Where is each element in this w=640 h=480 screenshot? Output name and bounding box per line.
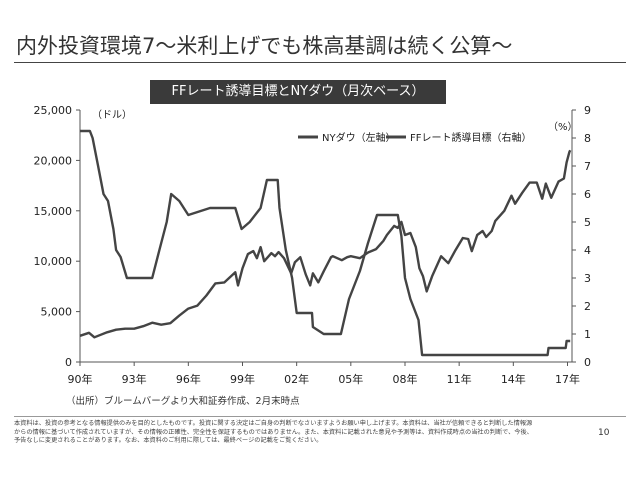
x-tick-label: 05年 [338,372,363,386]
x-tick-label: 17年 [555,372,580,386]
axis-x: 90年 93年 96年 99年 02年 05年 08年 11年 14年 17年 [68,362,580,386]
y-left-tick-label: 15,000 [34,205,73,218]
series-layer [79,129,572,357]
x-tick-label: 96年 [176,372,201,386]
chart-title: FFレート誘導目標とNYダウ（月次ベース） [150,80,446,104]
y-left-tick-label: 10,000 [34,255,73,268]
page-number: 10 [598,428,610,438]
series-line-nydow [79,149,572,339]
x-tick-label: 93年 [122,372,147,386]
source-note: （出所）ブルームバーグより大和証券作成、2月末時点 [66,396,300,407]
x-tick-label: 02年 [284,372,309,386]
y-right-tick-label: 3 [584,272,591,285]
axis-right: 0 1 2 3 4 5 6 7 8 9 [572,104,591,369]
x-tick-label: 08年 [392,372,417,386]
y-left-unit-label: （ドル） [92,109,132,121]
y-left-tick-label: 0 [65,356,72,369]
x-tick-label: 99年 [230,372,255,386]
y-right-tick-label: 8 [584,132,591,145]
y-left-tick-label: 5,000 [41,306,73,319]
x-tick-label: 11年 [447,372,472,386]
chart-svg: 0 5,000 10,000 15,000 20,000 25,000 0 1 2 3 4 5 6 7 8… [34,104,592,386]
title-divider [14,62,626,63]
y-right-tick-label: 6 [584,188,591,201]
y-right-tick-label: 9 [584,104,591,117]
y-right-tick-label: 1 [584,328,591,341]
y-left-tick-label: 25,000 [34,104,73,117]
legend: NYダウ（左軸） FFレート誘導目標（右軸） [298,131,532,144]
slide-title: 内外投資環境7～米利上げでも株高基調は続く公算～ [16,34,513,58]
legend-label: NYダウ（左軸） [322,131,396,144]
y-right-tick-label: 0 [584,356,591,369]
y-right-tick-label: 5 [584,216,591,229]
y-right-tick-label: 4 [584,244,591,257]
disclaimer-divider [14,416,626,417]
disclaimer-text: 本資料は、投資の参考となる情報提供のみを目的としたものです。投資に関する決定はご… [14,420,533,445]
y-right-tick-label: 2 [584,300,591,313]
series-line-ffrate [80,129,571,357]
axis-left: 0 5,000 10,000 15,000 20,000 25,000 [34,104,80,369]
x-tick-label: 90年 [68,372,93,386]
legend-label: FFレート誘導目標（右軸） [410,131,532,144]
y-right-unit-label: （%） [548,121,578,133]
x-tick-label: 14年 [501,372,526,386]
plot-frame [79,110,573,363]
y-right-tick-label: 7 [584,160,591,173]
y-left-tick-label: 20,000 [34,154,73,167]
